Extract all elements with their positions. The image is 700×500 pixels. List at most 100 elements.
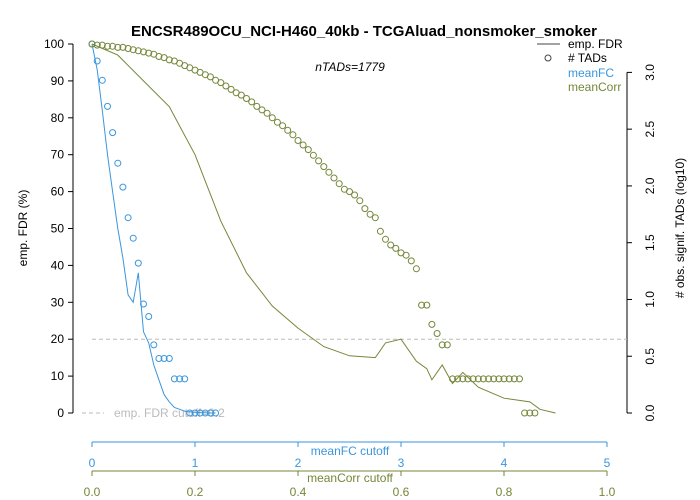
meanfc-tads-point bbox=[201, 409, 209, 417]
meancorr-tads-point bbox=[140, 48, 147, 56]
right-axis: 0.0 0.5 1.0 1.5 2.0 2.5 3.0 bbox=[626, 64, 657, 421]
meancorr-tads-point bbox=[304, 146, 312, 154]
meancorr-tads-point bbox=[217, 79, 225, 87]
meanfc-axis-label: meanFC cutoff bbox=[311, 444, 390, 458]
meancorr-tads-point bbox=[165, 56, 173, 64]
meanfc-axis-tick-label: 2 bbox=[295, 456, 302, 470]
meancorr-axis: 0.0 0.2 0.4 0.6 0.8 1.0 bbox=[84, 470, 616, 499]
meancorr-tads-point bbox=[330, 174, 338, 182]
meancorr-tads-point bbox=[459, 375, 467, 383]
meancorr-tads-point bbox=[433, 330, 441, 337]
meancorr-tads-point bbox=[335, 180, 343, 188]
meancorr-tads-point bbox=[474, 375, 482, 383]
meanfc-tads-point bbox=[119, 183, 127, 191]
meancorr-tads-point bbox=[222, 82, 230, 90]
meancorr-tads-point bbox=[428, 320, 436, 328]
right-axis-tick-label: 3.0 bbox=[643, 64, 657, 81]
meanfc-tads-point bbox=[196, 409, 204, 417]
legend-fdr-label: emp. FDR bbox=[568, 37, 623, 51]
meanfc-tads-point bbox=[104, 102, 111, 110]
meancorr-tads-point bbox=[294, 137, 302, 144]
left-axis-tick-label: 0 bbox=[57, 406, 64, 420]
legend-meanfc-label: meanFC bbox=[568, 66, 614, 80]
legend-tads-label: # TADs bbox=[568, 51, 607, 65]
left-axis-label: emp. FDR (%) bbox=[16, 190, 30, 267]
right-axis-tick-label: 2.0 bbox=[643, 177, 657, 194]
meanfc-tads-point bbox=[181, 375, 189, 383]
meancorr-tads-point bbox=[227, 85, 235, 93]
meancorr-tads-point bbox=[479, 375, 487, 383]
meancorr-fdr-line bbox=[91, 43, 556, 414]
meancorr-tads-point bbox=[320, 163, 328, 171]
meanfc-tads-point bbox=[124, 214, 132, 222]
meanfc-tads-point bbox=[191, 409, 199, 417]
meancorr-tads-point bbox=[109, 42, 117, 50]
right-axis-tick-label: 1.5 bbox=[643, 234, 657, 251]
meanfc-tads-point bbox=[109, 129, 117, 137]
left-axis-tick-label: 40 bbox=[51, 258, 65, 272]
meanfc-tads-point bbox=[165, 355, 173, 362]
meancorr-tads-point bbox=[134, 47, 142, 55]
meancorr-tads-point bbox=[124, 45, 132, 52]
meancorr-tads-point bbox=[88, 40, 96, 48]
right-axis-tick-label: 1.0 bbox=[643, 291, 657, 308]
meanfc-tads-point bbox=[150, 341, 158, 349]
meancorr-tads-point bbox=[418, 301, 426, 309]
meanfc-axis-tick-label: 1 bbox=[192, 456, 199, 470]
meancorr-axis-tick-label: 0.6 bbox=[393, 485, 410, 499]
meancorr-axis-tick-label: 0.2 bbox=[187, 485, 204, 499]
left-axis-tick-label: 20 bbox=[51, 332, 65, 346]
meancorr-tads-point bbox=[155, 53, 163, 60]
meanfc-tads-point bbox=[170, 375, 178, 383]
meanfc-axis-tick-label: 5 bbox=[604, 456, 611, 470]
meanfc-fdr-line bbox=[91, 43, 216, 414]
right-axis-label: # obs. signif. TADs (log10) bbox=[673, 158, 687, 298]
meancorr-tads-point bbox=[258, 106, 266, 114]
meancorr-tads-point bbox=[279, 122, 287, 130]
meancorr-tads-point bbox=[485, 375, 493, 383]
meancorr-tads-point bbox=[206, 73, 214, 81]
meancorr-tads-point bbox=[392, 244, 400, 252]
meancorr-tads-point bbox=[407, 257, 415, 265]
meanfc-tads-point bbox=[98, 76, 106, 84]
meanfc-tads-point bbox=[129, 234, 137, 242]
meancorr-tads-point bbox=[531, 409, 539, 417]
meanfc-tads-point bbox=[114, 159, 122, 167]
meanfc-axis: 0 1 2 3 4 5 bbox=[89, 441, 611, 470]
legend-tads-marker bbox=[544, 54, 552, 62]
meancorr-tads-point bbox=[284, 126, 292, 134]
meancorr-tads-point bbox=[263, 109, 271, 117]
meancorr-tads-point bbox=[98, 41, 106, 49]
meanfc-axis-tick-label: 0 bbox=[89, 456, 96, 470]
meancorr-tads-point bbox=[443, 341, 451, 349]
left-axis-tick-label: 30 bbox=[51, 295, 65, 309]
meancorr-axis-label: meanCorr cutoff bbox=[307, 471, 393, 485]
meancorr-tads-point bbox=[325, 168, 333, 176]
chart-title: ENCSR489OCU_NCI-H460_40kb - TCGAluad_non… bbox=[131, 23, 597, 40]
meancorr-tads-point bbox=[237, 91, 245, 99]
meancorr-tads-point bbox=[412, 265, 420, 273]
ntads-annotation: nTADs=1779 bbox=[315, 60, 385, 74]
meanfc-tads-point bbox=[206, 409, 214, 417]
left-axis-tick-label: 70 bbox=[51, 148, 65, 162]
meancorr-tads-point bbox=[248, 98, 256, 106]
meanfc-tads-point bbox=[186, 409, 194, 417]
meancorr-tads-point bbox=[114, 43, 122, 51]
left-axis-tick-label: 60 bbox=[51, 185, 65, 199]
meancorr-tads-point bbox=[119, 43, 127, 51]
meancorr-tads-point bbox=[387, 241, 395, 249]
meancorr-tads-point bbox=[526, 409, 534, 417]
left-axis-tick-label: 90 bbox=[51, 74, 65, 88]
meancorr-tads-point bbox=[253, 102, 261, 110]
meancorr-tads-point bbox=[361, 205, 369, 213]
meanfc-tads-point bbox=[160, 355, 168, 362]
meancorr-axis-tick-label: 0.8 bbox=[496, 485, 513, 499]
meancorr-tads-point bbox=[376, 227, 384, 235]
meanfc-tads-point bbox=[212, 409, 220, 417]
meanfc-tads-point bbox=[155, 355, 163, 362]
meancorr-tads-point bbox=[521, 409, 529, 417]
left-axis-tick-label: 80 bbox=[51, 111, 65, 125]
meancorr-tads-point bbox=[289, 131, 297, 139]
meancorr-tads-point bbox=[129, 46, 137, 54]
meancorr-tads-point bbox=[495, 375, 503, 383]
